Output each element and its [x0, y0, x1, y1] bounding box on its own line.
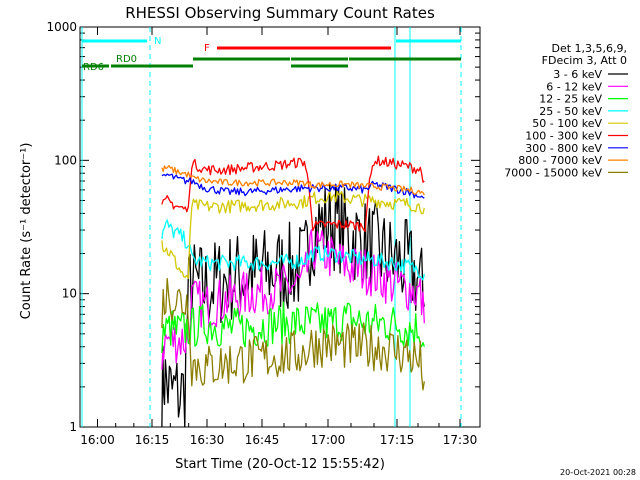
series-line — [161, 173, 425, 199]
legend-label: 7000 - 15000 keV — [504, 166, 602, 179]
legend-label: 300 - 800 keV — [525, 142, 602, 155]
x-axis-label: Start Time (20-Oct-12 15:55:42) — [175, 457, 385, 472]
series-line — [161, 301, 425, 353]
legend-label: 800 - 7000 keV — [518, 154, 602, 167]
y-tick-label: 1 — [69, 420, 77, 434]
timestamp: 20-Oct-2021 00:28 — [560, 468, 636, 477]
y-axis-label-group: Count Rate (s⁻¹ detector⁻¹) — [19, 143, 34, 320]
series-line — [161, 189, 425, 280]
flag-label-n: N — [154, 36, 161, 47]
series-line — [161, 183, 425, 428]
x-tick-label: 16:30 — [190, 433, 225, 447]
y-tick-label: 10 — [62, 287, 77, 301]
series-line — [161, 164, 425, 196]
x-tick-label: 17:15 — [380, 433, 415, 447]
legend-label: 3 - 6 keV — [553, 68, 602, 81]
series-line — [161, 219, 425, 281]
y-tick-label: 100 — [54, 153, 77, 167]
y-tick-label: 1000 — [46, 20, 77, 34]
flag-label-f: F — [204, 43, 210, 54]
plot-frame — [79, 26, 481, 428]
y-axis-label: Count Rate (s⁻¹ detector⁻¹) — [19, 143, 34, 320]
plot-layer: 16:00 16:15 16:30 16:45 17:00 17:15 17:30 1 10 10… — [46, 20, 628, 447]
x-tick-label: 16:45 — [245, 433, 280, 447]
x-tick-label: 17:30 — [443, 433, 478, 447]
legend-header-line-1: Det 1,3,5,6,9, — [551, 42, 627, 55]
flag-label-rd6: RD6 — [83, 62, 104, 73]
legend-label: 25 - 50 keV — [539, 105, 602, 118]
legend-label: 50 - 100 keV — [532, 117, 602, 130]
x-tick-label: 16:00 — [80, 433, 115, 447]
legend-header-line-2: FDecim 3, Att 0 — [542, 54, 627, 67]
series-line — [161, 277, 425, 391]
legend-label: 100 - 300 keV — [525, 130, 602, 143]
x-tick-label: 17:00 — [311, 433, 346, 447]
series-line — [161, 155, 425, 233]
legend-label: 6 - 12 keV — [546, 80, 602, 93]
chart-title: RHESSI Observing Summary Count Rates — [125, 4, 435, 22]
series-line — [161, 229, 425, 370]
flag-label-rd0: RD0 — [116, 54, 137, 65]
x-tick-label: 16:15 — [135, 433, 170, 447]
legend-label: 12 - 25 keV — [539, 93, 602, 106]
